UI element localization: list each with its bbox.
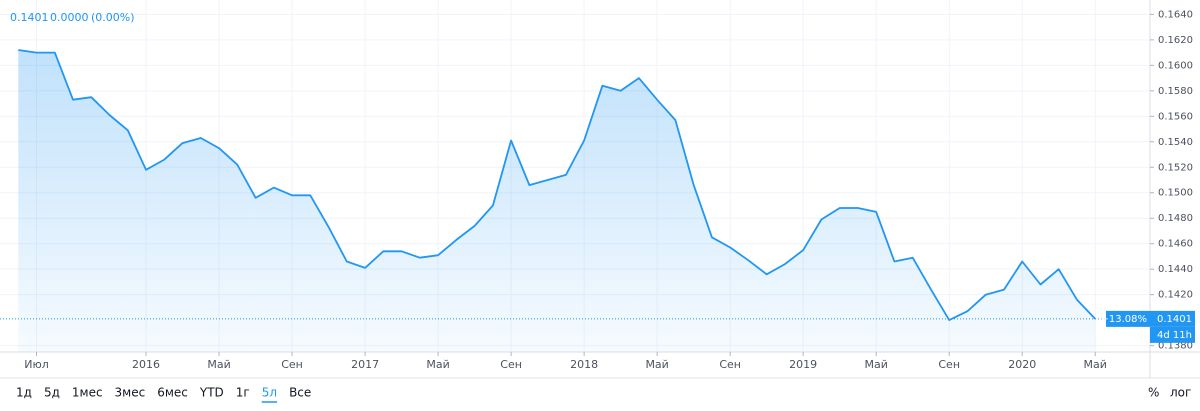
x-tick-label: Май: [864, 358, 887, 371]
x-tick-label: Июл: [24, 358, 49, 371]
range-button[interactable]: 1д: [16, 386, 32, 400]
x-tick-label: Май: [645, 358, 668, 371]
y-tick-label: 0.1520: [1158, 162, 1193, 173]
range-button[interactable]: 5д: [44, 386, 60, 400]
range-button[interactable]: 5л: [262, 386, 277, 400]
range-button[interactable]: 1г: [236, 386, 250, 400]
legend: 0.1401 0.0000 (0.00%): [10, 11, 135, 24]
y-tick-label: 0.1420: [1158, 290, 1193, 301]
x-tick-label: Май: [426, 358, 449, 371]
y-tick-label: 0.1460: [1158, 239, 1193, 250]
option-button[interactable]: лог: [1170, 386, 1191, 400]
range-button[interactable]: Все: [289, 386, 311, 400]
y-tick-label: 0.1560: [1158, 111, 1193, 122]
x-tick-label: 2018: [570, 358, 598, 371]
y-tick-label: 0.1480: [1158, 213, 1193, 224]
y-tick-label: 0.1640: [1158, 9, 1193, 20]
price-label: 0.1401: [1157, 314, 1192, 325]
x-tick-label: 2017: [351, 358, 379, 371]
y-tick-label: 0.1380: [1158, 341, 1193, 352]
legend-price: 0.1401: [10, 11, 49, 24]
line: [18, 49, 1096, 321]
range-button[interactable]: 3мес: [115, 386, 146, 400]
change-label: −13.08%: [1100, 314, 1147, 325]
option-button[interactable]: %: [1148, 386, 1159, 400]
y-tick-label: 0.1620: [1158, 35, 1193, 46]
x-tick-label: Сен: [938, 358, 960, 371]
x-tick-label: 2020: [1008, 358, 1036, 371]
x-tick-label: Сен: [281, 358, 303, 371]
y-tick-label: 0.1440: [1158, 264, 1193, 275]
x-tick-label: Май: [1084, 358, 1107, 371]
axes: 0.1640 0.1620 0.1600 0.1580 0.1560 0.1540 0.15…: [24, 9, 1195, 371]
range-button[interactable]: 1мес: [72, 386, 103, 400]
y-tick-label: 0.1580: [1158, 86, 1193, 97]
y-tick-label: 0.1500: [1158, 188, 1193, 199]
x-tick-label: Сен: [719, 358, 741, 371]
toolbar: 1д 5д 1мес 3мес 6мес YTD 1г 5л Все% лог: [16, 386, 1191, 403]
x-tick-label: Сен: [500, 358, 522, 371]
x-tick-label: 2016: [132, 358, 160, 371]
legend-change-pct: (0.00%): [91, 11, 135, 24]
range-button[interactable]: YTD: [199, 386, 224, 400]
x-tick-label: Май: [207, 358, 230, 371]
countdown-label: 4d 11h: [1157, 330, 1192, 341]
legend-change: 0.0000: [50, 11, 89, 24]
price-badge: [1150, 310, 1195, 327]
plot: [0, 49, 1150, 352]
range-button[interactable]: 6мес: [157, 386, 188, 400]
y-tick-label: 0.1600: [1158, 60, 1193, 71]
change-badge: [1106, 310, 1150, 327]
area: [18, 50, 1096, 352]
y-tick-label: 0.1540: [1158, 137, 1193, 148]
countdown-badge: [1150, 326, 1195, 343]
x-tick-label: 2019: [789, 358, 817, 371]
